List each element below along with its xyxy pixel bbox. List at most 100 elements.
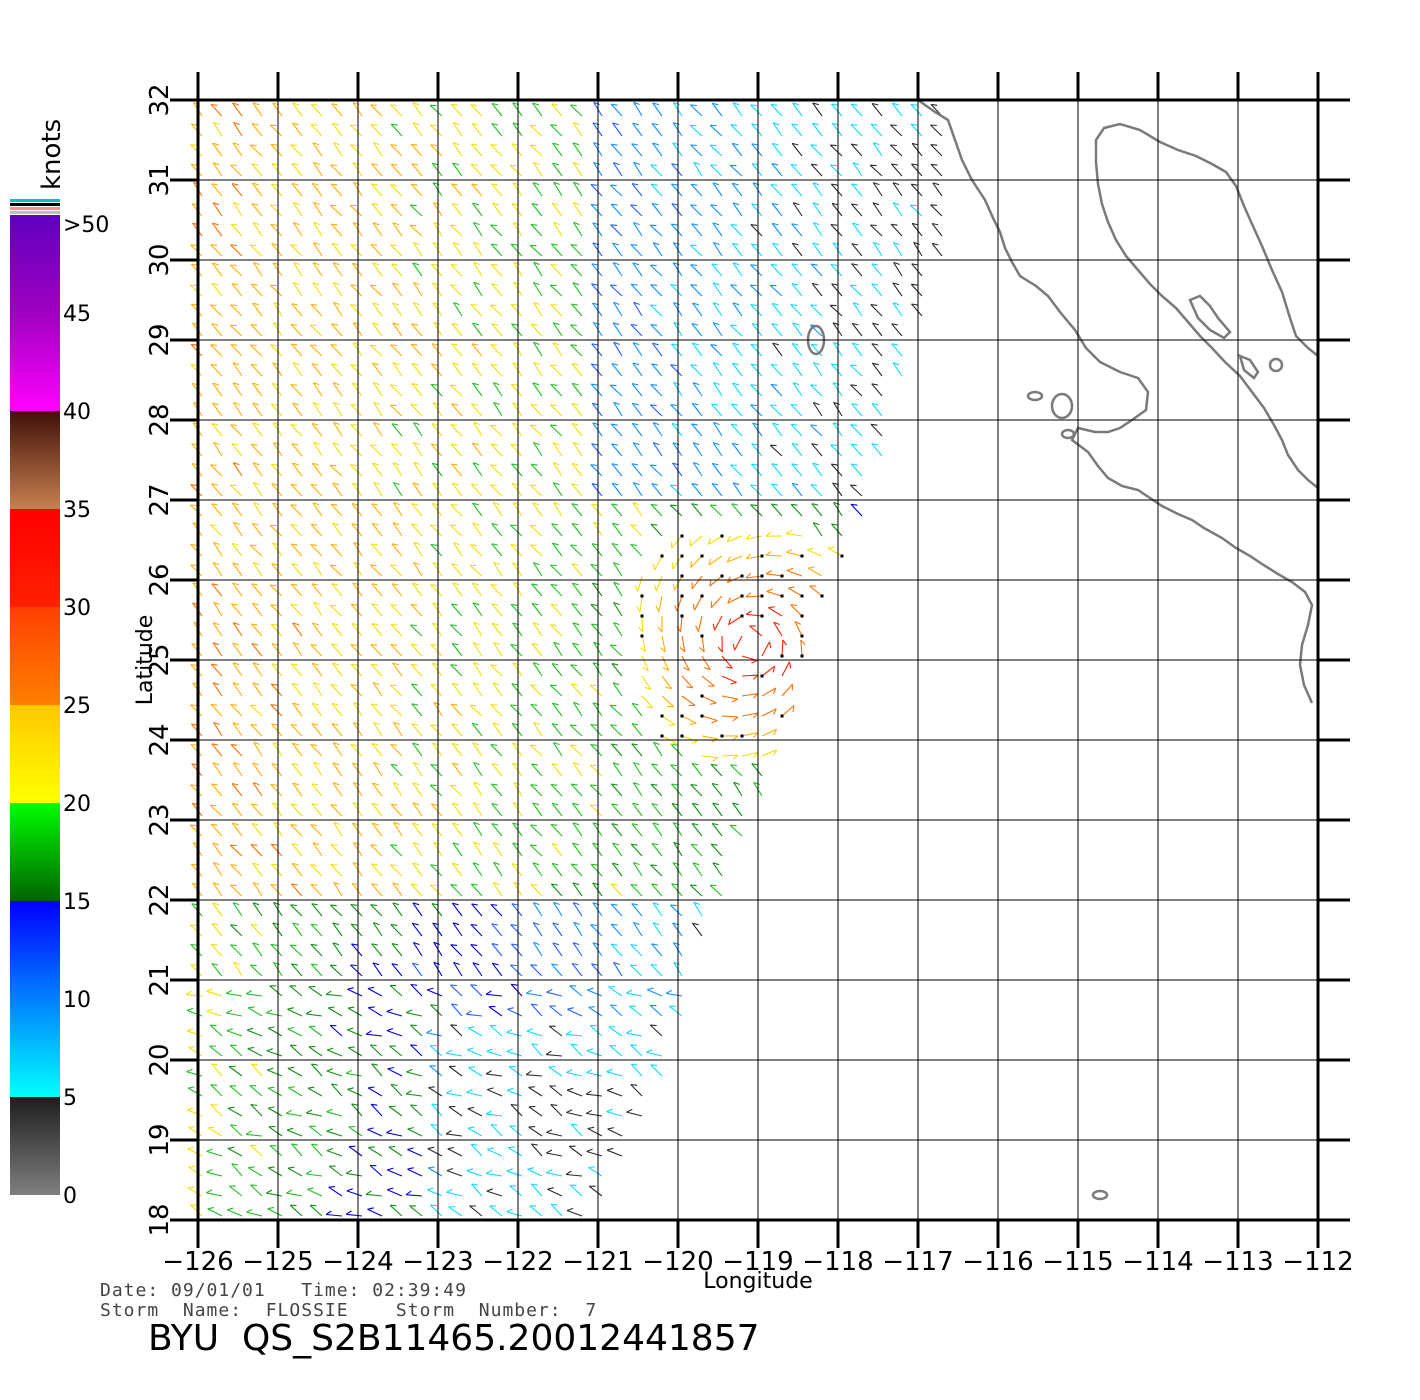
longitude-tick-label: −115 xyxy=(1042,1247,1113,1277)
wind-vector xyxy=(390,564,403,577)
wind-vector-barb xyxy=(732,382,739,386)
wind-vector xyxy=(410,143,423,157)
wind-vector xyxy=(490,464,503,477)
wind-vector-barb xyxy=(271,483,279,486)
wind-vector xyxy=(871,403,883,417)
wind-vector xyxy=(186,1071,203,1077)
wind-vector-barb xyxy=(271,643,279,646)
wind-vector xyxy=(287,1028,303,1037)
wind-vector-barb xyxy=(371,703,378,706)
wind-vector-barb xyxy=(312,462,319,466)
wind-vector xyxy=(451,482,463,497)
wind-vector-barb xyxy=(750,304,758,306)
wind-vector xyxy=(713,422,723,437)
wind-vector xyxy=(549,1085,563,1097)
wind-vector xyxy=(641,695,654,709)
wind-vector-barb xyxy=(550,124,558,126)
wind-vector-barb xyxy=(230,304,237,307)
wind-vector-barb xyxy=(430,1004,437,1007)
wind-vector-barb xyxy=(430,144,438,146)
wind-vector xyxy=(250,283,263,297)
wind-vector-barb xyxy=(391,163,398,166)
wind-vector-barb xyxy=(650,503,658,506)
wind-vector-barb xyxy=(691,223,699,226)
wind-vector xyxy=(491,543,503,557)
wind-vector xyxy=(811,503,823,517)
wind-vector-barb xyxy=(727,597,731,604)
wind-vector xyxy=(872,182,883,197)
wind-vector xyxy=(391,282,403,297)
wind-vector xyxy=(532,102,543,117)
wind-vector-barb xyxy=(452,862,459,866)
wind-vector-barb xyxy=(451,103,458,106)
wind-vector xyxy=(650,284,663,297)
wind-vector-barb xyxy=(606,1087,614,1091)
wind-vector xyxy=(786,551,803,557)
wind-vector-barb xyxy=(250,363,258,366)
wind-vector xyxy=(572,122,583,137)
wind-vector-barb xyxy=(572,202,580,206)
wind-vector-barb xyxy=(611,783,618,786)
wind-vector-barb xyxy=(387,1187,394,1191)
wind-vector xyxy=(452,242,463,257)
wind-vector xyxy=(270,784,283,797)
wind-vector-barb xyxy=(551,662,559,666)
wind-vector-barb xyxy=(290,424,298,426)
wind-vector xyxy=(566,1173,583,1177)
wind-vector-barb xyxy=(632,402,639,406)
wind-vector xyxy=(871,283,883,297)
wind-vector xyxy=(371,583,383,597)
wind-vector xyxy=(689,124,703,137)
wind-vector xyxy=(451,723,463,737)
wind-vector xyxy=(931,223,943,237)
wind-vector xyxy=(250,443,263,457)
wind-vector-barb xyxy=(531,1003,538,1006)
wind-vector-barb xyxy=(730,284,737,287)
wind-vector-barb xyxy=(311,903,319,906)
wind-vector-barb xyxy=(330,804,338,806)
wind-vector xyxy=(348,1146,363,1157)
wind-vector xyxy=(370,543,383,557)
wind-vector-barb xyxy=(711,719,718,724)
wind-vector xyxy=(471,123,483,137)
wind-vector-barb xyxy=(332,382,340,386)
wind-vector xyxy=(232,642,243,657)
wind-vector xyxy=(190,144,203,157)
wind-vector xyxy=(670,404,683,417)
wind-vector xyxy=(271,383,283,397)
wind-vector-barb xyxy=(611,423,618,426)
wind-vector xyxy=(609,384,623,397)
wind-vector-barb xyxy=(331,723,339,726)
wind-vector-barb xyxy=(350,144,357,147)
wind-vector xyxy=(713,382,723,397)
wind-vector-barb xyxy=(411,643,418,646)
wind-vector xyxy=(850,384,863,397)
wind-vector xyxy=(389,684,403,697)
wind-vector xyxy=(891,102,903,117)
wind-vector-barb xyxy=(253,482,260,486)
wind-vector-barb xyxy=(350,284,357,287)
wind-vector-barb xyxy=(230,264,237,267)
wind-vector-barb xyxy=(531,1143,538,1146)
wind-vector-barb xyxy=(287,1166,295,1169)
wind-vector xyxy=(310,1063,323,1077)
wind-vector xyxy=(410,664,423,677)
colorbar-tick-label: 10 xyxy=(63,988,91,1013)
wind-vector xyxy=(369,1044,383,1057)
wind-vector-barb xyxy=(791,183,798,186)
wind-vector xyxy=(312,502,323,517)
wind-vector-barb xyxy=(393,782,400,786)
wind-vector xyxy=(411,523,423,537)
wind-vector-barb xyxy=(371,1063,378,1066)
wind-vector xyxy=(770,264,783,277)
wind-vector-barb xyxy=(252,902,260,906)
wind-vector-barb xyxy=(450,504,458,506)
wind-vector xyxy=(509,524,523,537)
wind-vector xyxy=(572,622,583,637)
wind-vector xyxy=(271,802,283,817)
wind-vector-barb xyxy=(712,442,720,446)
wind-vector xyxy=(711,783,723,797)
wind-vector xyxy=(291,963,303,977)
wind-vector xyxy=(391,583,403,597)
wind-vector xyxy=(491,123,503,137)
